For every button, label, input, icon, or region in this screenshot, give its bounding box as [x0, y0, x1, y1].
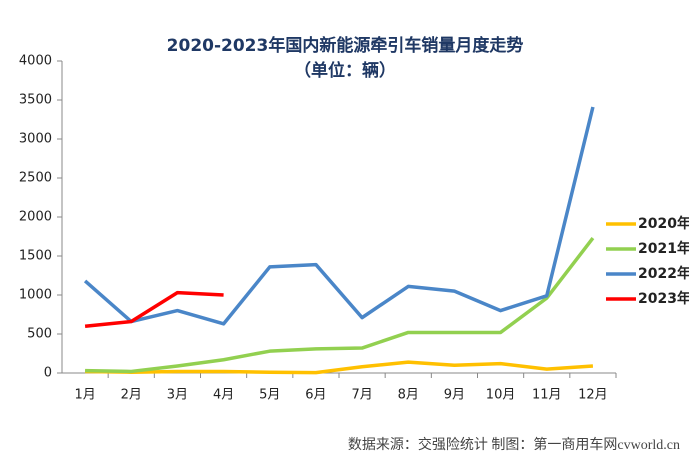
y-tick-label: 3500	[19, 93, 52, 108]
legend-label: 2020年	[638, 215, 689, 232]
x-tick-label: 9月	[444, 388, 465, 403]
legend-label: 2023年	[638, 290, 689, 307]
x-tick-label: 2月	[121, 388, 142, 403]
series-line	[83, 106, 595, 326]
x-tick-label: 4月	[213, 388, 234, 403]
x-tick-label: 5月	[259, 388, 280, 403]
chart-subtitle: （单位：辆）	[294, 60, 396, 81]
x-tick-label: 7月	[351, 388, 372, 403]
x-tick-label: 10月	[486, 388, 516, 403]
series-line	[85, 360, 594, 375]
y-tick-label: 2500	[19, 171, 52, 186]
legend-label: 2021年	[638, 240, 689, 257]
source-note: 数据来源：交强险统计 制图：第一商用车网cvworld.cn	[348, 436, 680, 453]
x-tick-label: 12月	[578, 388, 608, 403]
x-tick-label: 1月	[74, 388, 95, 403]
y-tick-label: 1500	[19, 249, 52, 264]
y-tick-label: 0	[44, 366, 52, 381]
y-tick-label: 3000	[19, 132, 52, 147]
x-tick-label: 8月	[398, 388, 419, 403]
y-tick-label: 1000	[19, 288, 52, 303]
y-tick-label: 500	[27, 327, 52, 342]
x-tick-label: 11月	[532, 388, 562, 403]
series-line	[84, 290, 224, 328]
legend-label: 2022年	[638, 265, 689, 282]
y-tick-label: 2000	[19, 210, 52, 225]
x-tick-label: 6月	[305, 388, 326, 403]
series-line	[85, 236, 595, 374]
y-tick-label: 4000	[19, 54, 52, 69]
x-tick-label: 3月	[167, 388, 188, 403]
chart-title: 2020-2023年国内新能源牵引车销量月度走势	[167, 35, 524, 56]
